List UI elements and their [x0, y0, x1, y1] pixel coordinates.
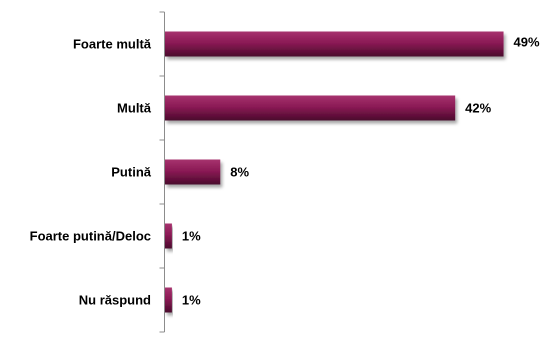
category-label: Putină — [111, 165, 151, 180]
axis-ticks — [159, 11, 165, 333]
value-label: 1% — [182, 229, 201, 244]
bar-series — [165, 31, 504, 313]
bar — [165, 159, 221, 185]
bar — [165, 95, 456, 121]
category-label: Multă — [117, 101, 152, 116]
value-labels: 49% 42% 8% 1% 1% — [182, 35, 540, 308]
category-label: Foarte putină/Deloc — [30, 229, 151, 244]
bar — [165, 31, 504, 57]
category-labels: Foarte multă Multă Putină Foarte putină/Del… — [30, 37, 152, 308]
value-label: 49% — [514, 35, 540, 50]
value-label: 8% — [230, 165, 249, 180]
category-label: Foarte multă — [73, 37, 152, 52]
value-label: 1% — [182, 293, 201, 308]
bar — [165, 287, 172, 313]
category-label: Nu răspund — [79, 293, 151, 308]
bar — [165, 223, 172, 249]
value-label: 42% — [465, 101, 491, 116]
